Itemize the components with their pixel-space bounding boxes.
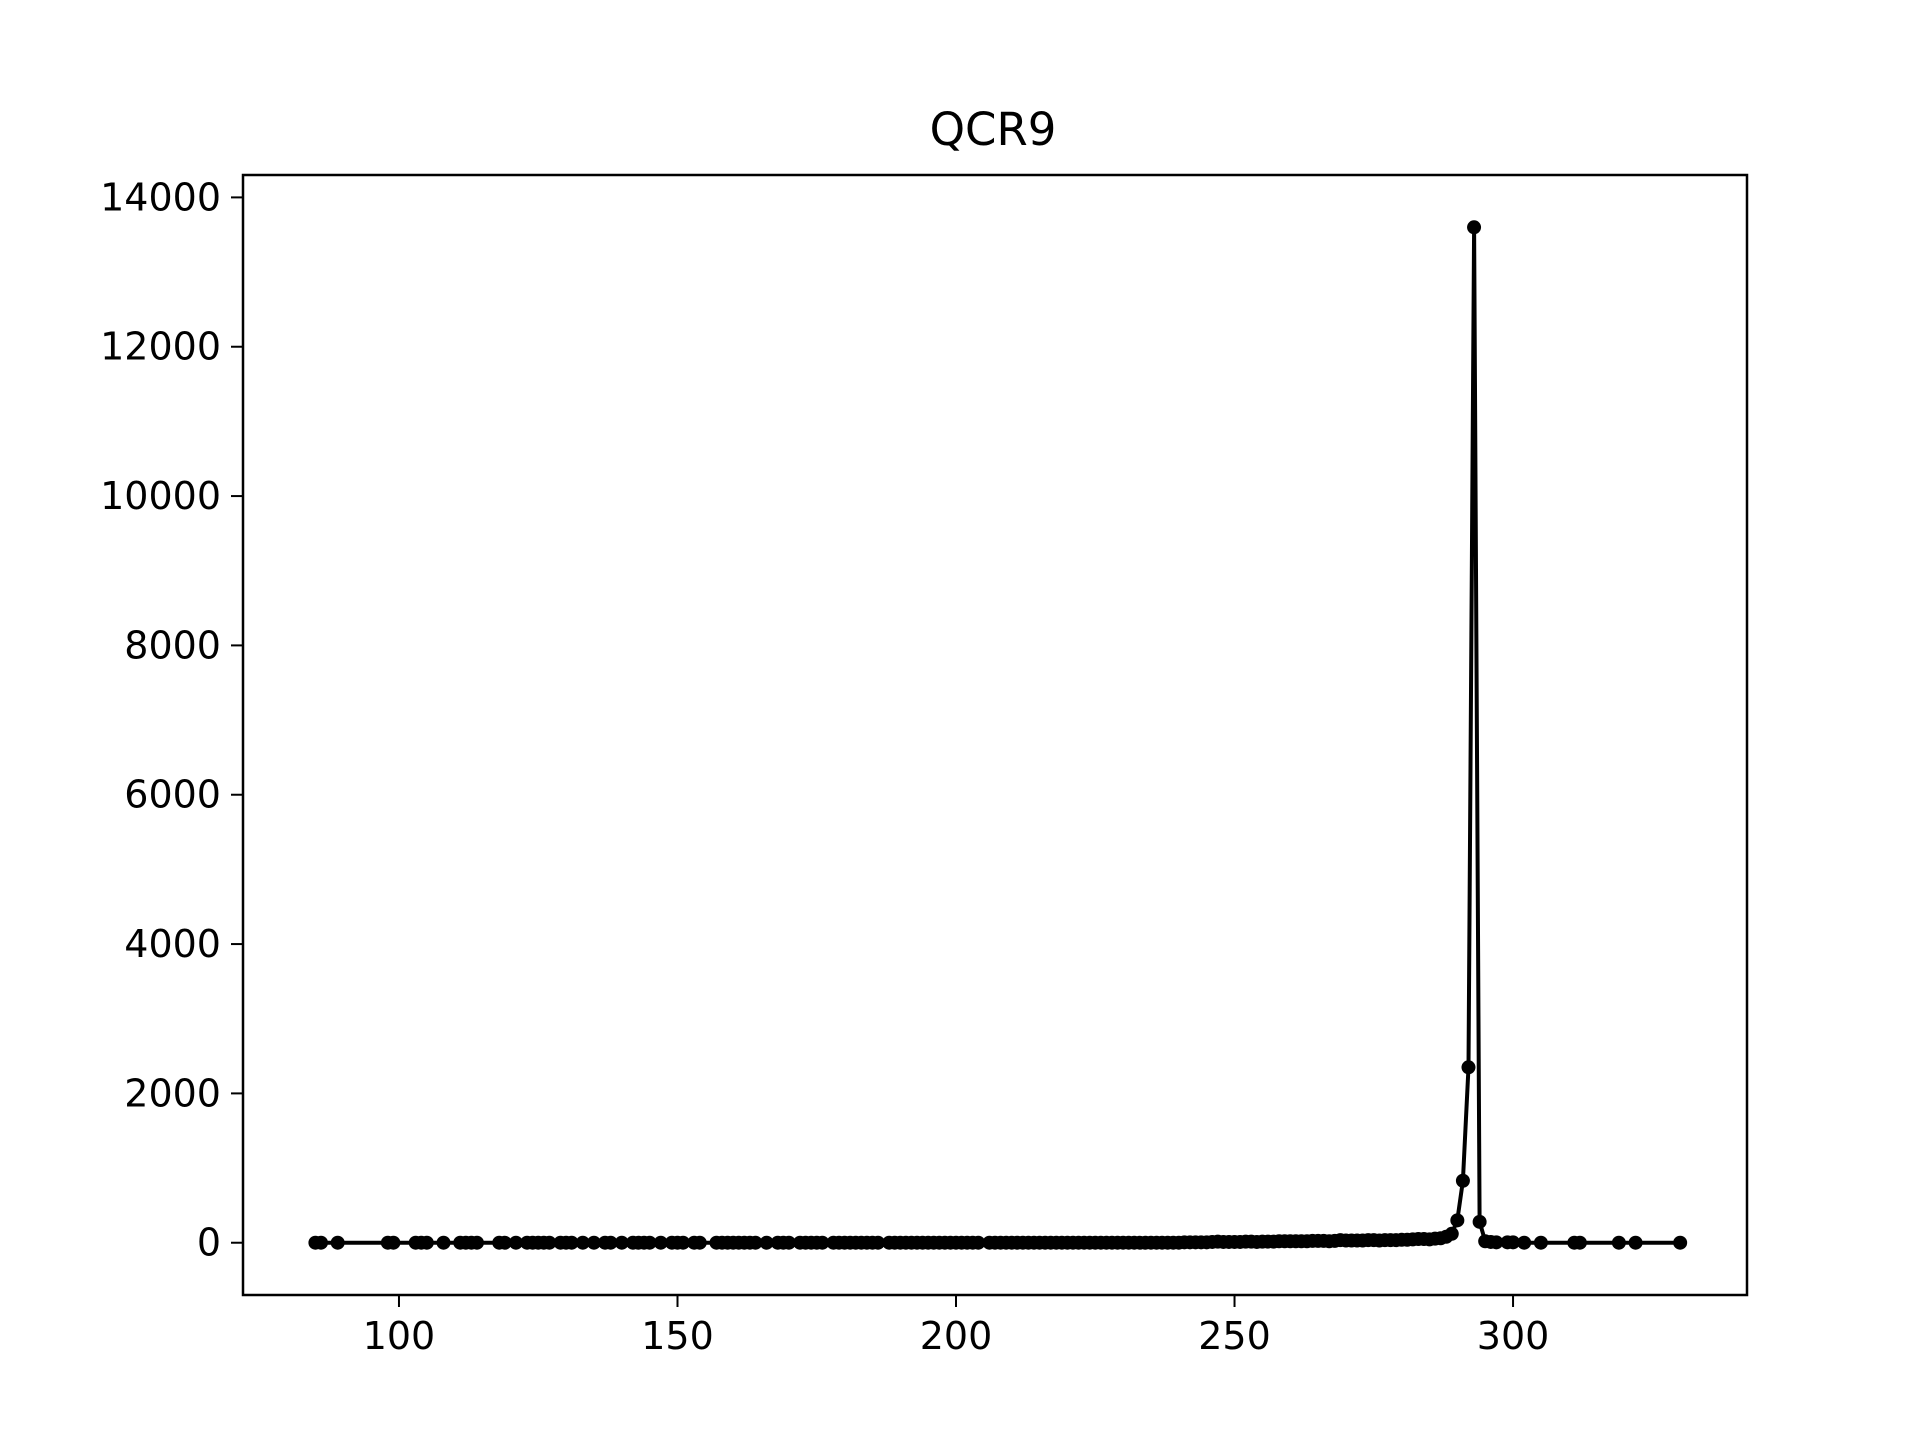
data-point <box>1517 1235 1532 1250</box>
data-point <box>1444 1226 1459 1241</box>
x-tick-label: 250 <box>1198 1314 1271 1358</box>
y-tick-label: 8000 <box>124 623 221 667</box>
data-point <box>871 1235 886 1250</box>
plot-area-frame <box>241 173 1749 1297</box>
data-point <box>676 1235 691 1250</box>
y-tick-label: 4000 <box>124 922 221 966</box>
y-tick-label: 2000 <box>124 1071 221 1115</box>
y-tick-label: 12000 <box>100 325 221 369</box>
data-series <box>308 220 1688 1250</box>
data-point <box>1489 1235 1504 1250</box>
data-point <box>653 1235 668 1250</box>
data-point <box>748 1235 763 1250</box>
axis-ticks: 100 150 200 250 300 0 2000 4000 6000 8000 10000 120… <box>100 175 1549 1358</box>
data-point <box>564 1235 579 1250</box>
x-tick-label: 100 <box>363 1314 436 1358</box>
data-point <box>1461 1060 1476 1075</box>
chart-title: QCR9 <box>930 103 1057 156</box>
data-point <box>1467 220 1482 235</box>
data-point <box>759 1235 774 1250</box>
data-point <box>586 1235 601 1250</box>
y-tick-label: 14000 <box>100 175 221 219</box>
data-point <box>330 1235 345 1250</box>
data-point <box>1673 1235 1688 1250</box>
data-point <box>575 1235 590 1250</box>
data-point <box>542 1235 557 1250</box>
data-point <box>1506 1235 1521 1250</box>
data-point <box>815 1235 830 1250</box>
y-tick-label: 10000 <box>100 474 221 518</box>
data-point <box>419 1235 434 1250</box>
data-point <box>436 1235 451 1250</box>
data-point <box>692 1235 707 1250</box>
data-point <box>603 1235 618 1250</box>
x-tick-label: 300 <box>1477 1314 1550 1358</box>
x-tick-label: 150 <box>641 1314 714 1358</box>
data-point <box>313 1235 328 1250</box>
data-point <box>642 1235 657 1250</box>
data-point <box>614 1235 629 1250</box>
data-point <box>1533 1235 1548 1250</box>
data-point <box>1450 1213 1465 1228</box>
data-point <box>1472 1214 1487 1229</box>
data-point <box>508 1235 523 1250</box>
data-point <box>971 1235 986 1250</box>
y-tick-label: 6000 <box>124 773 221 817</box>
data-point <box>386 1235 401 1250</box>
x-tick-label: 200 <box>920 1314 993 1358</box>
data-point <box>497 1235 512 1250</box>
y-tick-label: 0 <box>197 1221 221 1265</box>
data-point <box>469 1235 484 1250</box>
data-point <box>1611 1235 1626 1250</box>
data-point <box>1455 1173 1470 1188</box>
data-point <box>1628 1235 1643 1250</box>
data-point <box>1572 1235 1587 1250</box>
data-point <box>781 1235 796 1250</box>
